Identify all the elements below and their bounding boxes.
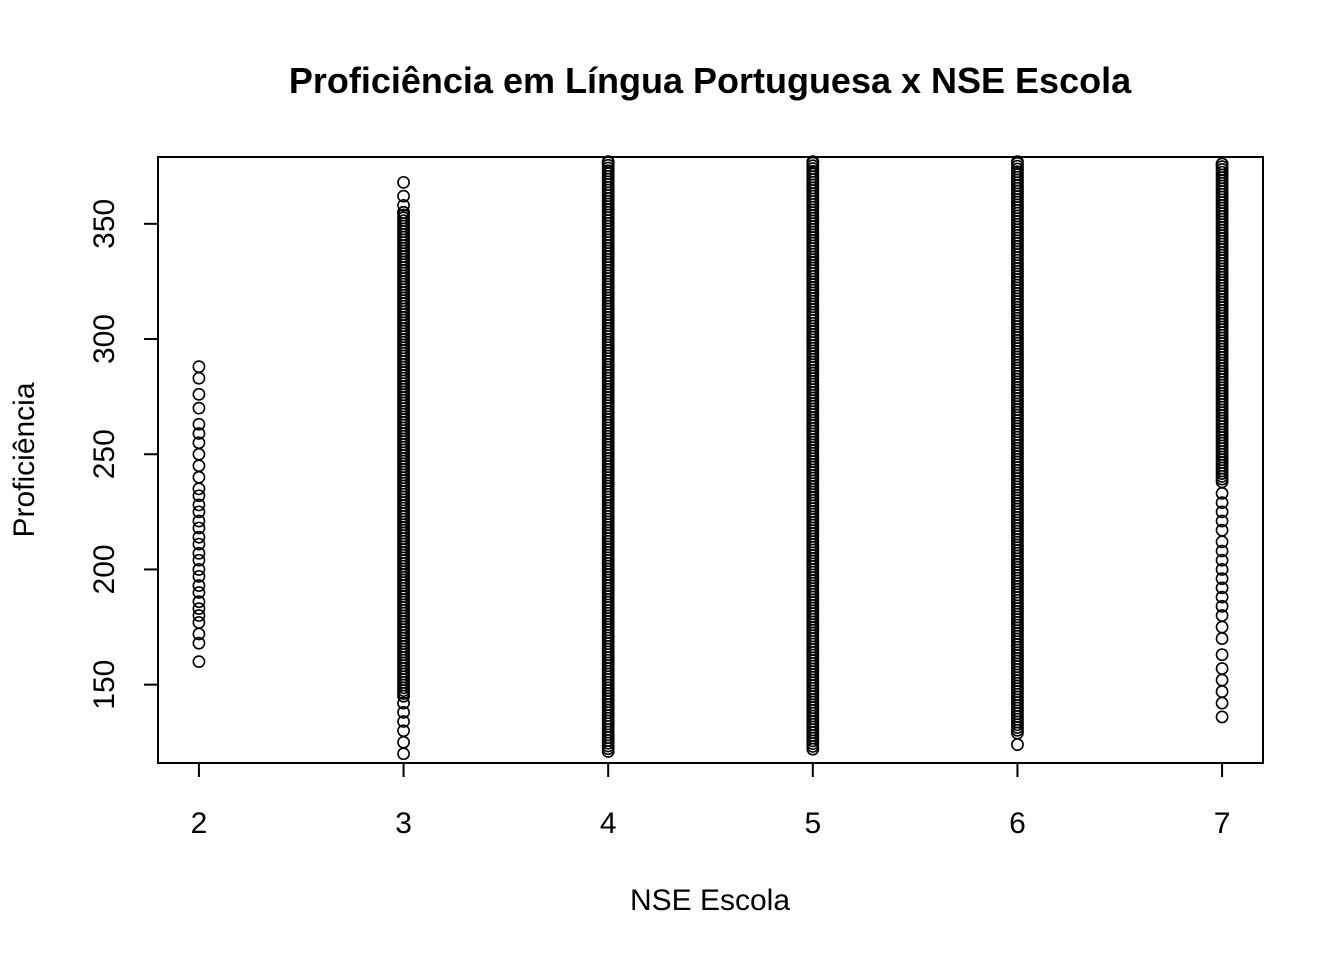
data-point — [397, 715, 410, 728]
data-point — [1215, 599, 1229, 613]
y-axis-label: Proficiência — [8, 382, 41, 537]
data-point — [397, 189, 410, 203]
data-point — [192, 436, 206, 450]
data-point — [397, 175, 410, 189]
data-point — [192, 602, 206, 616]
data-point — [192, 609, 206, 622]
data-point — [806, 155, 820, 169]
data-point — [1011, 738, 1024, 751]
data-point — [1215, 563, 1229, 576]
data-point — [397, 205, 410, 219]
data-point — [192, 586, 206, 599]
data-point — [1215, 590, 1229, 604]
data-point — [192, 563, 206, 576]
data-points — [192, 155, 1229, 761]
x-tick-label: 7 — [1214, 807, 1231, 840]
data-point — [1215, 553, 1229, 567]
chart-title: Proficiência em Língua Portuguesa x NSE … — [289, 60, 1132, 101]
x-axis-label: NSE Escola — [630, 884, 790, 917]
data-point — [192, 579, 206, 592]
data-point — [192, 470, 206, 484]
data-point — [192, 553, 206, 567]
data-point — [1215, 620, 1229, 634]
data-point — [192, 616, 206, 629]
data-point — [397, 198, 410, 212]
data-point — [192, 371, 206, 385]
data-point — [397, 696, 410, 710]
data-point — [1215, 710, 1229, 724]
y-tick-label: 300 — [88, 314, 121, 364]
data-point — [192, 459, 206, 473]
data-point — [192, 655, 206, 669]
data-point — [192, 636, 206, 650]
x-axis: 2 3 4 5 6 7 — [191, 763, 1231, 840]
x-tick-label: 3 — [395, 807, 412, 840]
data-point — [1011, 155, 1024, 169]
x-tick-label: 5 — [804, 807, 821, 840]
data-point — [1215, 496, 1229, 510]
data-point — [192, 546, 206, 560]
data-point — [192, 447, 206, 461]
data-point — [1215, 544, 1229, 558]
data-point — [1215, 523, 1229, 537]
data-point — [1215, 685, 1229, 698]
data-point — [397, 747, 410, 761]
y-tick-label: 150 — [88, 660, 121, 710]
data-point — [192, 482, 206, 496]
data-point — [192, 401, 206, 415]
data-point — [192, 595, 206, 609]
data-point — [1215, 157, 1229, 171]
data-point — [192, 537, 206, 551]
y-axis: 150 200 250 300 350 — [88, 199, 158, 710]
data-point — [192, 427, 206, 440]
data-point — [1215, 487, 1229, 500]
data-point — [192, 489, 206, 503]
data-point — [1215, 609, 1229, 622]
data-point — [192, 514, 206, 528]
data-point — [1215, 648, 1229, 662]
data-point — [192, 387, 206, 401]
data-point — [397, 724, 410, 738]
data-point — [192, 521, 206, 535]
data-point — [397, 705, 410, 719]
data-point — [1215, 572, 1229, 586]
x-tick-label: 4 — [600, 807, 617, 840]
data-point — [1215, 514, 1229, 528]
data-point — [1215, 696, 1229, 710]
x-tick-label: 6 — [1009, 807, 1026, 840]
x-tick-label: 2 — [191, 807, 208, 840]
plot-frame — [157, 156, 1264, 764]
data-point — [1215, 581, 1229, 595]
y-tick-label: 350 — [88, 199, 121, 249]
data-point — [1215, 662, 1229, 675]
data-point — [1215, 632, 1229, 645]
y-tick-label: 250 — [88, 429, 121, 479]
data-point — [601, 155, 615, 169]
data-point — [397, 735, 410, 749]
data-point — [192, 569, 206, 583]
data-point — [192, 417, 206, 431]
data-point — [1215, 673, 1229, 687]
data-point — [1215, 505, 1229, 519]
data-point — [192, 498, 206, 512]
data-point — [192, 530, 206, 544]
y-tick-label: 200 — [88, 544, 121, 594]
data-point — [192, 360, 206, 374]
data-point — [192, 505, 206, 519]
